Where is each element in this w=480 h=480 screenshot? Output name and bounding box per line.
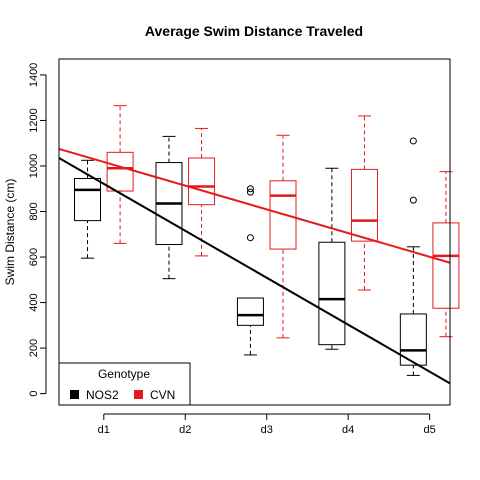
y-tick-label-1200: 1200	[28, 108, 40, 132]
legend-title: Genotype	[98, 367, 150, 381]
x-axis: d1 d2 d3 d4 d5	[98, 414, 436, 436]
x-tick-label-d1: d1	[98, 424, 110, 436]
y-tick-label-1000: 1000	[28, 154, 40, 178]
x-tick-label-d2: d2	[179, 424, 191, 436]
box-iqr	[319, 242, 345, 344]
legend-label-nos2: NOS2	[86, 388, 119, 402]
box-iqr	[75, 179, 101, 221]
legend-swatch-nos2	[70, 390, 79, 399]
box-iqr	[433, 223, 459, 308]
box-cvn-d5	[433, 172, 459, 337]
box-iqr	[351, 169, 377, 241]
box-nos2-d4	[319, 168, 345, 349]
box-cvn-d1	[107, 106, 133, 244]
box-cvn-d4	[351, 116, 377, 290]
legend-swatch-cvn	[134, 390, 143, 399]
x-tick-label-d3: d3	[261, 424, 273, 436]
box-iqr	[189, 158, 215, 205]
y-tick-label-600: 600	[28, 248, 40, 266]
trend-lines	[59, 149, 450, 383]
y-tick-label-400: 400	[28, 293, 40, 311]
outlier-0	[247, 235, 253, 241]
y-tick-label-200: 200	[28, 339, 40, 357]
outlier-0	[410, 197, 416, 203]
y-axis-label: Swim Distance (cm)	[3, 179, 17, 286]
box-iqr	[107, 152, 133, 191]
outlier-1	[410, 138, 416, 144]
x-tick-label-d4: d4	[342, 424, 354, 436]
box-nos2-d2	[156, 136, 182, 278]
y-tick-label-800: 800	[28, 202, 40, 220]
box-nos2-d3	[237, 186, 263, 355]
y-axis: 0 200 400 600 800 1000 1200 1400	[28, 63, 46, 397]
box-iqr	[237, 298, 263, 325]
legend: Genotype NOS2 CVN	[59, 363, 190, 405]
x-tick-label-d5: d5	[424, 424, 436, 436]
chart-title: Average Swim Distance Traveled	[145, 23, 363, 39]
plot-frame	[59, 59, 450, 405]
y-tick-label-1400: 1400	[28, 63, 40, 87]
box-nos2-d5	[400, 138, 426, 375]
trend-line-cvn	[59, 149, 450, 263]
legend-label-cvn: CVN	[150, 388, 175, 402]
y-tick-label-0: 0	[28, 391, 40, 397]
box-cvn-d3	[270, 135, 296, 338]
trend-line-nos2	[59, 158, 450, 383]
boxes	[75, 106, 459, 376]
